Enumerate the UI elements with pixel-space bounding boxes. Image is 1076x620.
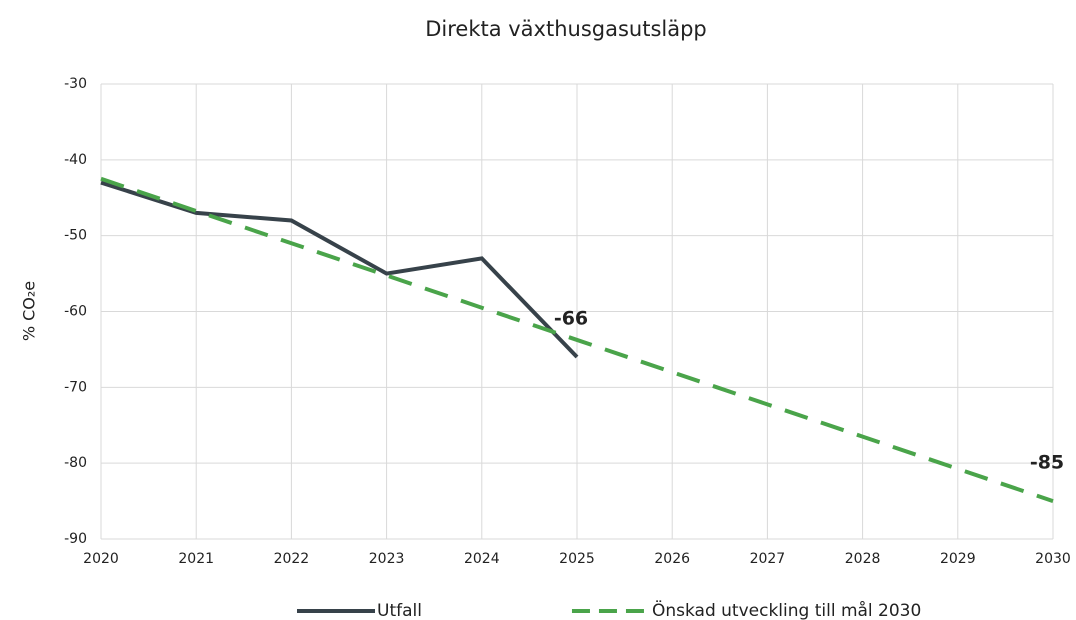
- x-tick-label: 2028: [845, 551, 881, 567]
- x-tick-label: 2025: [559, 551, 595, 567]
- x-tick-label: 2027: [750, 551, 786, 567]
- data-label: -66: [554, 308, 588, 330]
- y-tick-label: -30: [64, 76, 87, 92]
- x-tick-label: 2020: [83, 551, 119, 567]
- y-tick-label: -80: [64, 455, 87, 471]
- y-tick-label: -50: [64, 228, 87, 244]
- series-line: [100, 180, 579, 359]
- x-tick-label: 2024: [464, 551, 500, 567]
- y-tick-label: -70: [64, 379, 87, 395]
- x-tick-label: 2022: [274, 551, 310, 567]
- data-label: -85: [1030, 452, 1064, 474]
- legend-label: Önskad utveckling till mål 2030: [652, 599, 921, 620]
- y-tick-label: -90: [64, 531, 87, 547]
- series-line: [100, 176, 1054, 503]
- y-tick-label: -60: [64, 304, 87, 320]
- y-tick-label: -40: [64, 152, 87, 168]
- x-tick-label: 2029: [940, 551, 976, 567]
- x-tick-label: 2021: [178, 551, 214, 567]
- x-tick-label: 2030: [1035, 551, 1071, 567]
- legend-label: Utfall: [377, 601, 422, 620]
- x-tick-label: 2026: [654, 551, 690, 567]
- y-axis-title: % CO₂e: [20, 281, 39, 341]
- x-tick-label: 2023: [369, 551, 405, 567]
- chart-title: Direkta växthusgasutsläpp: [425, 17, 707, 41]
